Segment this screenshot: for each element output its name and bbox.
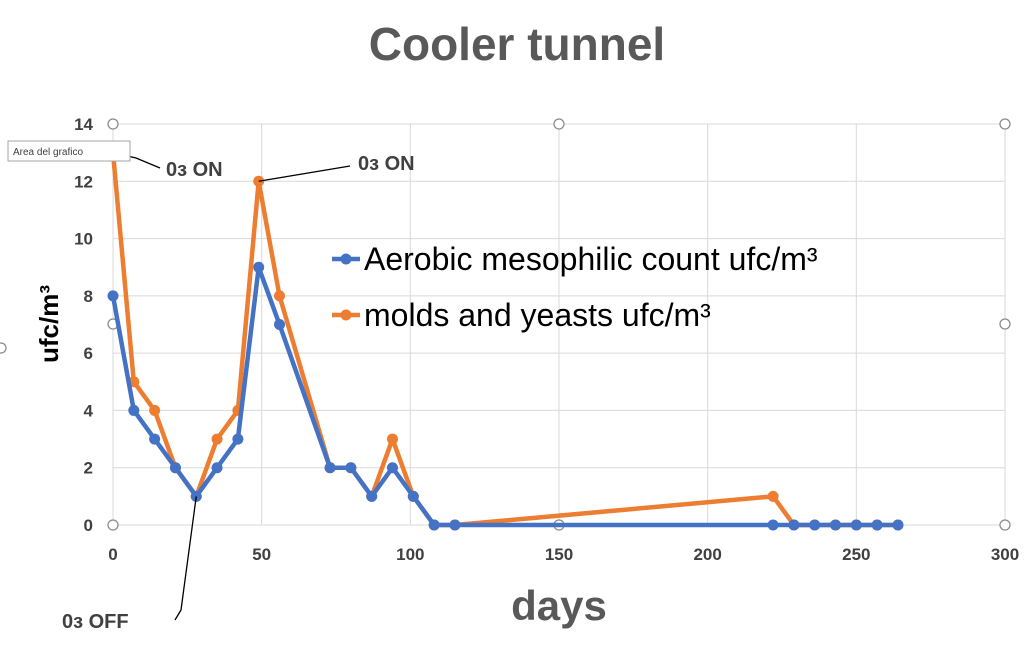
resize-handle[interactable]	[0, 342, 7, 354]
tooltip-box	[7, 140, 131, 162]
data-point	[892, 519, 904, 531]
y-tick-label: 8	[84, 287, 93, 306]
annotation-o3-off: 0з OFF	[62, 496, 197, 633]
series-aerobic-mesophilic	[107, 261, 904, 531]
x-axis-label: days	[511, 582, 607, 629]
data-point	[149, 404, 161, 416]
data-point	[449, 519, 461, 531]
x-tick-label: 100	[396, 545, 424, 564]
data-point	[407, 490, 419, 502]
x-axis-ticks: 0 50 100 150 200 250 300	[108, 545, 1019, 564]
annotation-leader	[174, 496, 197, 621]
y-tick-label: 2	[84, 459, 93, 478]
series-line	[110, 150, 901, 528]
data-point	[128, 404, 140, 416]
x-tick-label: 50	[252, 545, 271, 564]
data-point	[324, 462, 336, 474]
data-point	[253, 261, 265, 273]
resize-handle[interactable]	[107, 519, 119, 531]
chart-area-tooltip: Area del grafico	[7, 140, 131, 162]
x-tick-label: 0	[108, 545, 117, 564]
chart-title: Cooler tunnel	[369, 18, 665, 70]
data-point	[366, 490, 378, 502]
x-tick-label: 200	[693, 545, 721, 564]
resize-handle[interactable]	[999, 519, 1011, 531]
legend-swatch-marker	[340, 253, 352, 265]
y-tick-label: 0	[84, 516, 93, 535]
series-molds-yeasts	[107, 147, 904, 531]
legend: Aerobic mesophilic count ufc/m³ molds and…	[332, 241, 818, 333]
data-point	[830, 519, 842, 531]
legend-item: Aerobic mesophilic count ufc/m³	[332, 241, 818, 277]
data-point	[345, 462, 357, 474]
series-layer	[107, 147, 904, 531]
resize-handle[interactable]	[553, 118, 565, 130]
x-tick-label: 150	[545, 545, 573, 564]
data-point	[149, 433, 161, 445]
resize-handle[interactable]	[107, 118, 119, 130]
data-point	[386, 433, 398, 445]
y-axis-label: ufc/m³	[34, 285, 64, 363]
data-point	[274, 319, 286, 330]
data-point	[767, 490, 779, 502]
annotations: 0з ON 0з ON 0з OFF	[62, 152, 415, 633]
data-point	[169, 462, 181, 474]
data-point	[211, 433, 223, 445]
y-tick-label: 10	[74, 230, 93, 249]
resize-handle[interactable]	[999, 318, 1011, 330]
legend-swatch-marker	[340, 309, 352, 321]
legend-item: molds and yeasts ufc/m³	[332, 297, 711, 333]
legend-label: Aerobic mesophilic count ufc/m³	[364, 241, 818, 277]
data-point	[232, 433, 244, 445]
data-point	[788, 519, 800, 531]
data-point	[211, 462, 223, 474]
legend-label: molds and yeasts ufc/m³	[364, 297, 711, 333]
selection-handles[interactable]	[0, 118, 1011, 531]
tooltip-text: Area del grafico	[13, 147, 83, 158]
data-point	[274, 290, 286, 302]
grid-lines	[112, 123, 1006, 526]
data-point	[386, 462, 398, 474]
annotation-leader	[258, 165, 351, 182]
annotation-label: 0з ON	[358, 153, 415, 175]
data-point	[850, 519, 862, 531]
resize-handle[interactable]	[999, 118, 1011, 130]
x-tick-label: 300	[991, 545, 1019, 564]
data-point	[809, 519, 821, 531]
data-point	[107, 290, 119, 302]
annotation-o3-on-2: 0з ON	[258, 153, 415, 182]
y-tick-label: 6	[84, 344, 93, 363]
data-point	[767, 519, 779, 531]
annotation-label: 0з OFF	[62, 611, 129, 633]
y-axis-ticks: 0 2 4 6 8 10 12 14	[74, 115, 93, 535]
data-point	[428, 519, 440, 531]
x-tick-label: 250	[842, 545, 870, 564]
y-tick-label: 4	[84, 401, 94, 420]
annotation-label: 0з ON	[166, 159, 223, 181]
data-point	[871, 519, 883, 531]
y-tick-label: 12	[74, 172, 93, 191]
y-tick-label: 14	[74, 115, 93, 134]
